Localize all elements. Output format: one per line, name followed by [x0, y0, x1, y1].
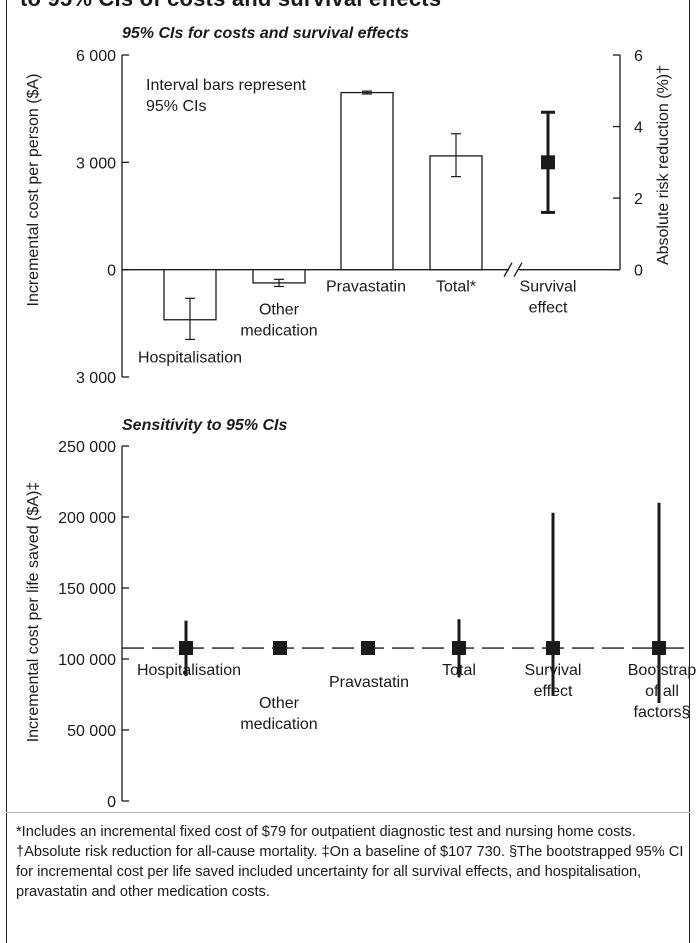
category-label: Total*: [436, 279, 476, 296]
category-label: Other: [259, 302, 300, 319]
bottom-tick-label: 100 000: [58, 652, 116, 669]
figure-frame: [6, 0, 690, 943]
sensitivity-point: [179, 641, 193, 656]
sensitivity-point: [452, 641, 466, 656]
top-right-tick-label: 2: [634, 191, 643, 208]
bottom-chart-ylabel: Incremental cost per life saved ($A)‡: [25, 482, 42, 743]
bottom-tick-label: 150 000: [58, 581, 116, 598]
category-label: Hospitalisation: [138, 350, 242, 367]
top-chart-title: 95% CIs for costs and survival effects: [122, 25, 409, 42]
top-chart-axes: 6 000 3 000 0 3 000 6 4 2 0: [76, 48, 643, 387]
page-title: to 95% CIs of costs and survival effects: [20, 0, 441, 12]
sensitivity-label: factors§: [634, 704, 691, 721]
sensitivity-label: medication: [240, 716, 317, 733]
sensitivity-point: [546, 641, 560, 656]
top-left-tick-label: 3 000: [76, 155, 116, 172]
sensitivity-label: Survival: [525, 662, 582, 679]
category-label: Pravastatin: [326, 279, 406, 296]
top-right-tick-label: 6: [634, 48, 643, 65]
footnote: *Includes an incremental fixed cost of $…: [16, 824, 684, 900]
bar: [340, 91, 394, 271]
annotation-line-2: 95% CIs: [146, 98, 206, 115]
top-left-tick-label: 3 000: [76, 370, 116, 387]
top-left-tick-label: 0: [107, 263, 116, 280]
axis-break-mark: [513, 262, 523, 277]
sensitivity-label: Total: [442, 662, 476, 679]
bottom-chart-title: Sensitivity to 95% CIs: [122, 417, 287, 434]
category-label: medication: [240, 323, 317, 340]
bottom-tick-label: 250 000: [58, 439, 116, 456]
sensitivity-point: [273, 641, 287, 656]
survival-point: [541, 155, 555, 170]
top-chart-annotation: Interval bars represent 95% CIs: [146, 77, 311, 115]
bottom-tick-label: 50 000: [67, 723, 116, 740]
sensitivity-label: Hospitalisation: [137, 662, 241, 679]
top-right-tick-label: 4: [634, 120, 643, 137]
top-left-tick-label: 6 000: [76, 48, 116, 65]
axis-break-mark: [503, 262, 513, 277]
sensitivity-label: Other: [259, 695, 300, 712]
sensitivity-label: effect: [534, 683, 573, 700]
sensitivity-label: Pravastatin: [329, 674, 409, 691]
bottom-chart-marks: Hospitalisation Other medication Pravastati…: [137, 502, 696, 733]
sensitivity-point: [361, 641, 375, 656]
top-chart-y2label: Absolute risk reduction (%)†: [655, 65, 672, 265]
footnote-divider: [6, 812, 690, 813]
sensitivity-point: [652, 641, 666, 656]
bottom-tick-label: 0: [107, 794, 116, 811]
top-chart-marks: Hospitalisation Other medication Pravastati…: [138, 90, 577, 367]
top-chart-ylabel: Incremental cost per person ($A): [25, 74, 42, 307]
survival-label: effect: [529, 300, 568, 317]
sensitivity-label: Bootstrap: [628, 662, 696, 679]
annotation-line-1: Interval bars represent: [146, 77, 307, 94]
top-right-tick-label: 0: [634, 263, 643, 280]
sensitivity-label: of all: [645, 683, 679, 700]
bottom-tick-label: 200 000: [58, 510, 116, 527]
bottom-chart-axes: 250 000 200 000 150 000 100 000 50 000 0: [58, 439, 690, 811]
survival-label: Survival: [520, 279, 577, 296]
figure-charts: 95% CIs for costs and survival effects I…: [25, 25, 696, 811]
